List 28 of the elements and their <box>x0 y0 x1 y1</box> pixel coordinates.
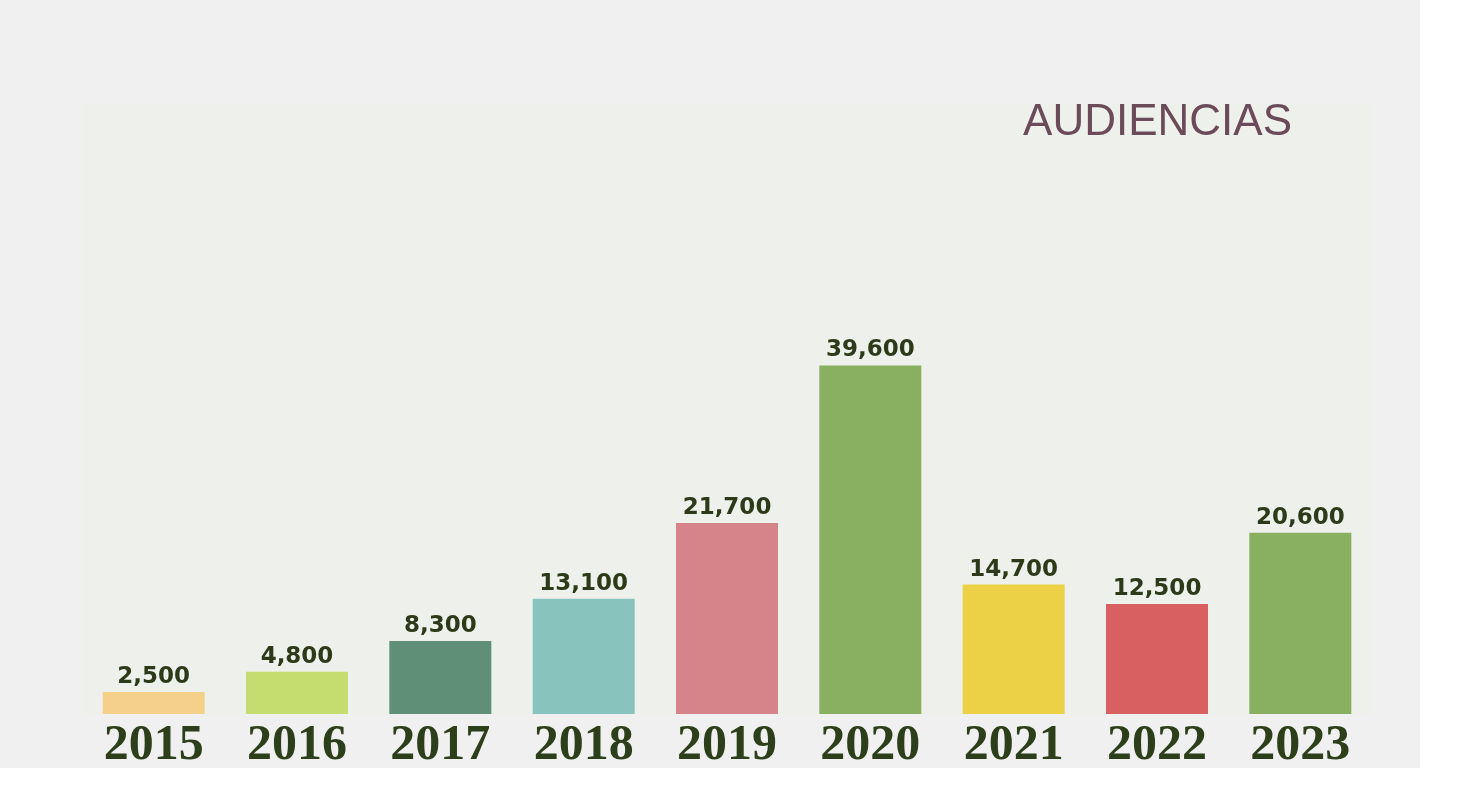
bar <box>962 584 1065 714</box>
x-tick-label: 2020 <box>820 713 921 770</box>
bar <box>246 671 348 714</box>
data-label: 12,500 <box>1112 573 1202 600</box>
bar <box>389 640 492 714</box>
x-tick-label: 2023 <box>1250 713 1351 770</box>
bar <box>819 365 922 714</box>
x-tick-label: 2022 <box>1107 713 1207 770</box>
data-label: 39,600 <box>825 335 915 362</box>
data-label: 20,600 <box>1255 502 1345 529</box>
data-label: 2,500 <box>117 661 191 688</box>
data-label: 21,700 <box>682 492 772 519</box>
x-tick-label: 2021 <box>963 713 1064 770</box>
data-label: 8,300 <box>403 610 477 637</box>
x-tick-label: 2017 <box>390 713 491 770</box>
bar <box>1106 603 1208 714</box>
x-tick-label: 2018 <box>533 713 634 770</box>
chart-title: AUDIENCIAS <box>1023 95 1292 144</box>
x-tick-label: 2016 <box>247 713 347 770</box>
bar <box>676 522 778 714</box>
bar <box>1249 532 1352 714</box>
x-tick-label: 2015 <box>103 713 204 770</box>
data-label: 4,800 <box>260 641 334 668</box>
data-label: 13,100 <box>539 568 629 595</box>
bar <box>102 691 205 714</box>
x-tick-label: 2019 <box>677 713 777 770</box>
bar <box>532 598 635 714</box>
data-label: 14,700 <box>969 554 1059 581</box>
